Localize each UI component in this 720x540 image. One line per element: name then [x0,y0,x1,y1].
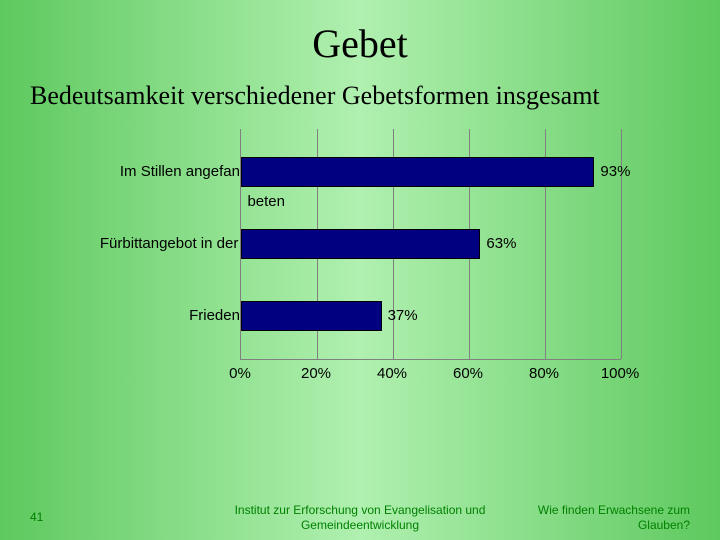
plot-area: 93% 63% 37% [240,129,621,360]
xtick-label: 100% [601,365,639,382]
footer-right: Wie finden Erwachsene zum Glauben? [538,503,690,534]
xtick-label: 60% [453,365,483,382]
page-number: 41 [30,510,43,524]
footer-center-line1: Institut zur Erforschung von Evangelisat… [235,503,486,517]
footer-right-line1: Wie finden Erwachsene zum [538,503,690,517]
xtick-label: 20% [301,365,331,382]
bar [241,301,382,331]
value-label: 37% [388,301,418,331]
xtick-label: 0% [229,365,251,382]
footer-right-line2: Glauben? [638,518,690,532]
bar [241,229,480,259]
xtick-label: 40% [377,365,407,382]
slide: Gebet Bedeutsamkeit verschiedener Gebets… [0,0,720,540]
bar [241,157,594,187]
xtick-label: 80% [529,365,559,382]
chart: Im Stillen angefangen zu beten Fürbittan… [40,129,680,419]
slide-title: Gebet [0,0,720,67]
value-label: 93% [600,157,630,187]
footer-center: Institut zur Erforschung von Evangelisat… [235,503,486,534]
value-label: 63% [486,229,516,259]
footer-center-line2: Gemeindeentwicklung [301,518,419,532]
slide-subtitle: Bedeutsamkeit verschiedener Gebetsformen… [0,67,720,111]
footer: 41 Institut zur Erforschung von Evangeli… [0,488,720,528]
